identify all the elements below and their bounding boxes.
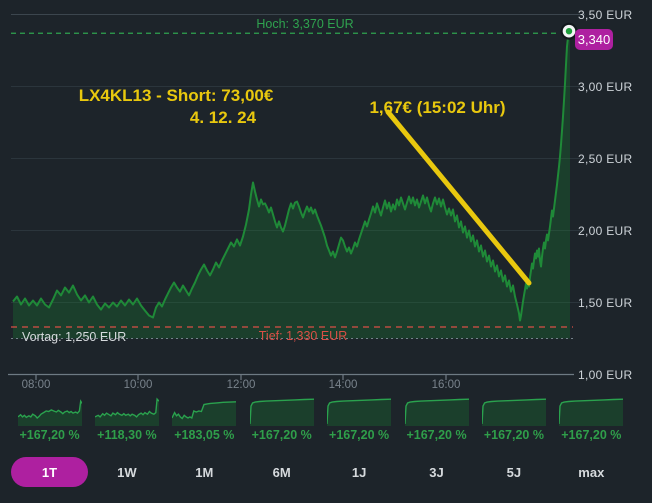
mini-chart-fill (17, 401, 82, 426)
x-axis-label: 10:00 (123, 379, 153, 391)
mini-chart-line (172, 401, 237, 420)
x-axis-label: 08:00 (21, 379, 51, 391)
x-axis-label: 12:00 (226, 379, 256, 391)
mini-chart-line (17, 399, 82, 419)
tab-period-1J[interactable]: 1J (351, 464, 367, 480)
mini-chart-line (404, 398, 469, 424)
tab-period-1T[interactable]: 1T (11, 457, 88, 487)
mini-chart-line (481, 398, 546, 424)
mini-chart-percent: +167,20 % (329, 428, 390, 442)
prev-close-label: Vortag: 1,250 EUR (22, 330, 127, 344)
mini-chart-fill (404, 399, 469, 426)
y-axis-label: 2,00 EUR (578, 223, 633, 238)
tab-period-6M[interactable]: 6M (272, 464, 291, 480)
annotation-instrument-text: LX4KL13 - Short: 73,00€ (78, 86, 274, 105)
tab-period-5J[interactable]: 5J (506, 464, 522, 480)
mini-chart-fill (481, 399, 546, 426)
mini-chart-3J[interactable]: +167,20 % (398, 397, 475, 442)
mini-chart-1W[interactable]: +118,30 % (88, 397, 165, 442)
mini-chart-percent: +183,05 % (174, 428, 235, 442)
mini-chart-line (327, 398, 392, 424)
y-axis-label: 2,50 EUR (578, 151, 633, 166)
mini-chart-fill (559, 399, 624, 426)
mini-chart-fill (172, 401, 237, 426)
mini-chart-canvas (481, 398, 546, 426)
last-price-badge: 3,340 (575, 29, 613, 50)
x-axis-label: 14:00 (328, 379, 358, 391)
mini-chart-line (94, 397, 159, 418)
x-axis-label: 16:00 (431, 379, 461, 391)
tab-period-1W[interactable]: 1W (117, 464, 137, 480)
mini-chart-canvas (249, 398, 314, 426)
mini-chart-percent: +167,20 % (406, 428, 467, 442)
price-area-fill (13, 33, 570, 339)
low-label: Tief: 1,330 EUR (258, 329, 348, 343)
high-label: Hoch: 3,370 EUR (256, 17, 354, 31)
mini-chart-fill (327, 399, 392, 426)
mini-chart-percent: +167,20 % (19, 428, 80, 442)
y-axis-label: 1,50 EUR (578, 295, 633, 310)
mini-chart-max[interactable]: +167,20 % (553, 397, 630, 442)
mini-chart-percent: +167,20 % (561, 428, 622, 442)
mini-chart-canvas (327, 398, 392, 426)
mini-chart-percent: +118,30 % (97, 428, 157, 442)
mini-chart-fill (249, 399, 314, 426)
mini-chart-percent: +167,20 % (251, 428, 312, 442)
annotation-date-text: 4. 12. 24 (189, 108, 257, 127)
mini-chart-line (249, 398, 314, 424)
y-axis-label: 3,00 EUR (578, 79, 633, 94)
mini-chart-percent: +167,20 % (483, 428, 544, 442)
mini-chart-1T[interactable]: +167,20 % (11, 397, 88, 442)
price-chart-canvas[interactable] (0, 0, 652, 394)
annotation-arrow-line (385, 109, 532, 286)
mini-chart-canvas (17, 399, 82, 426)
mini-chart-canvas (404, 398, 469, 426)
mini-chart-1J[interactable]: +167,20 % (321, 397, 398, 442)
mini-chart-canvas (94, 397, 159, 426)
price-chart[interactable]: 3,50 EUR 3,00 EUR 2,50 EUR 2,00 EUR 1,50 EUR… (0, 0, 652, 394)
mini-chart-6M[interactable]: +167,20 % (243, 397, 320, 442)
mini-chart-line (559, 398, 624, 424)
mini-chart-canvas (559, 398, 624, 426)
tab-period-1M[interactable]: 1M (195, 464, 214, 480)
annotation-callout-text: 1,67€ (15:02 Uhr) (369, 98, 506, 117)
mini-chart-1M[interactable]: +183,05 % (166, 397, 243, 442)
y-axis-label: 1,00 EUR (578, 367, 633, 382)
y-axis-label: 3,50 EUR (578, 7, 633, 22)
tab-period-max[interactable]: max (578, 464, 605, 480)
tab-period-3J[interactable]: 3J (429, 464, 444, 480)
price-line (12, 32, 571, 322)
mini-chart-fill (94, 399, 159, 426)
mini-chart-5J[interactable]: +167,20 % (475, 397, 552, 442)
mini-chart-canvas (172, 401, 237, 426)
last-price-marker-dot (560, 22, 578, 40)
